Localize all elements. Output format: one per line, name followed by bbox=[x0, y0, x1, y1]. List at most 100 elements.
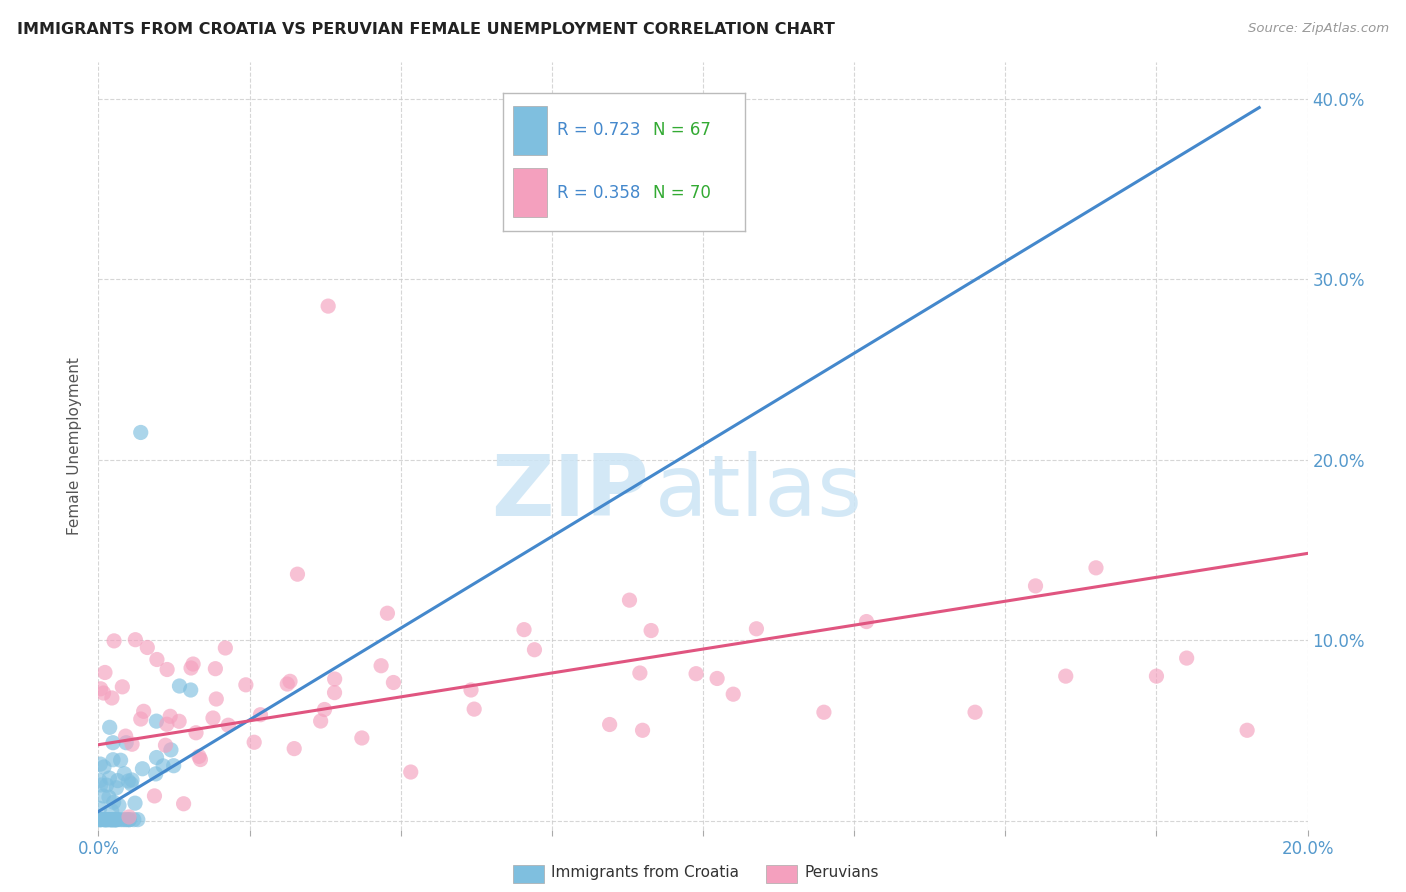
Point bbox=[706, 672, 728, 686]
Point bbox=[685, 666, 707, 681]
Point bbox=[377, 606, 399, 620]
Point bbox=[96, 813, 118, 827]
Point bbox=[173, 797, 195, 811]
Point bbox=[201, 711, 224, 725]
Point bbox=[115, 813, 138, 827]
Y-axis label: Female Unemployment: Female Unemployment bbox=[67, 357, 83, 535]
Point bbox=[101, 813, 124, 827]
Point bbox=[190, 753, 212, 767]
Text: atlas: atlas bbox=[655, 450, 863, 533]
Point bbox=[100, 813, 122, 827]
Point bbox=[160, 743, 183, 757]
Point bbox=[188, 749, 211, 764]
Point bbox=[101, 690, 124, 705]
Point bbox=[108, 798, 131, 813]
Point bbox=[155, 738, 177, 752]
Point bbox=[323, 685, 346, 699]
Point bbox=[309, 714, 332, 728]
Point bbox=[249, 707, 271, 722]
Point bbox=[217, 718, 239, 732]
Point bbox=[399, 765, 422, 780]
Point bbox=[101, 736, 124, 750]
Point bbox=[103, 795, 125, 809]
Point bbox=[631, 723, 654, 738]
Point bbox=[114, 813, 136, 827]
Point bbox=[94, 813, 117, 827]
Point bbox=[127, 813, 149, 827]
Point bbox=[965, 705, 987, 719]
Point bbox=[94, 813, 117, 827]
Point bbox=[93, 686, 115, 700]
Point bbox=[523, 642, 546, 657]
Point bbox=[115, 736, 138, 750]
Point bbox=[136, 640, 159, 655]
Point bbox=[105, 780, 128, 795]
Point bbox=[89, 801, 111, 815]
Point bbox=[350, 731, 373, 745]
Point bbox=[98, 813, 121, 827]
Point bbox=[107, 773, 129, 788]
Point bbox=[89, 813, 111, 827]
Point bbox=[114, 729, 136, 743]
Point bbox=[1175, 651, 1198, 665]
Point bbox=[110, 753, 132, 767]
Point bbox=[152, 759, 174, 773]
Point bbox=[101, 813, 124, 827]
Point bbox=[1054, 669, 1077, 683]
Point bbox=[118, 813, 141, 827]
Point bbox=[94, 665, 117, 680]
Text: IMMIGRANTS FROM CROATIA VS PERUVIAN FEMALE UNEMPLOYMENT CORRELATION CHART: IMMIGRANTS FROM CROATIA VS PERUVIAN FEMA… bbox=[17, 22, 835, 37]
Point bbox=[124, 796, 146, 810]
Point bbox=[460, 683, 482, 698]
Point bbox=[111, 813, 134, 827]
Point bbox=[98, 771, 121, 785]
Point bbox=[104, 813, 127, 827]
Point bbox=[180, 661, 202, 675]
Point bbox=[104, 813, 127, 827]
Point bbox=[100, 804, 122, 818]
Point bbox=[156, 663, 179, 677]
Point bbox=[122, 813, 145, 827]
Point bbox=[283, 741, 305, 756]
Point bbox=[143, 789, 166, 803]
Point bbox=[159, 709, 181, 723]
Point bbox=[93, 760, 115, 774]
Point bbox=[180, 683, 202, 698]
Point bbox=[117, 774, 139, 789]
Point bbox=[98, 720, 121, 734]
Text: Immigrants from Croatia: Immigrants from Croatia bbox=[551, 865, 740, 880]
Point bbox=[100, 813, 122, 827]
Point bbox=[131, 762, 153, 776]
Point bbox=[124, 632, 146, 647]
Point bbox=[235, 678, 257, 692]
Point bbox=[640, 624, 662, 638]
Point bbox=[181, 657, 204, 671]
Point bbox=[167, 714, 190, 729]
Point bbox=[314, 702, 336, 716]
Point bbox=[214, 640, 236, 655]
Point bbox=[628, 666, 651, 681]
Point bbox=[316, 299, 339, 313]
Point bbox=[1024, 579, 1046, 593]
Point bbox=[1144, 669, 1167, 683]
Point bbox=[463, 702, 485, 716]
Point bbox=[205, 692, 228, 706]
Point bbox=[89, 773, 111, 788]
Point bbox=[94, 813, 117, 827]
Point bbox=[96, 813, 118, 827]
Point bbox=[108, 813, 131, 827]
Point bbox=[96, 778, 118, 792]
Point bbox=[276, 677, 298, 691]
Point bbox=[120, 777, 142, 791]
Point bbox=[101, 753, 124, 767]
Text: ZIP: ZIP bbox=[491, 450, 648, 533]
Point bbox=[93, 813, 115, 827]
Point bbox=[156, 717, 179, 731]
Point bbox=[89, 813, 111, 827]
Point bbox=[145, 767, 167, 781]
Point bbox=[163, 758, 186, 772]
Point bbox=[91, 789, 114, 803]
Point bbox=[112, 766, 135, 780]
Point bbox=[103, 813, 125, 827]
Point bbox=[129, 712, 152, 726]
